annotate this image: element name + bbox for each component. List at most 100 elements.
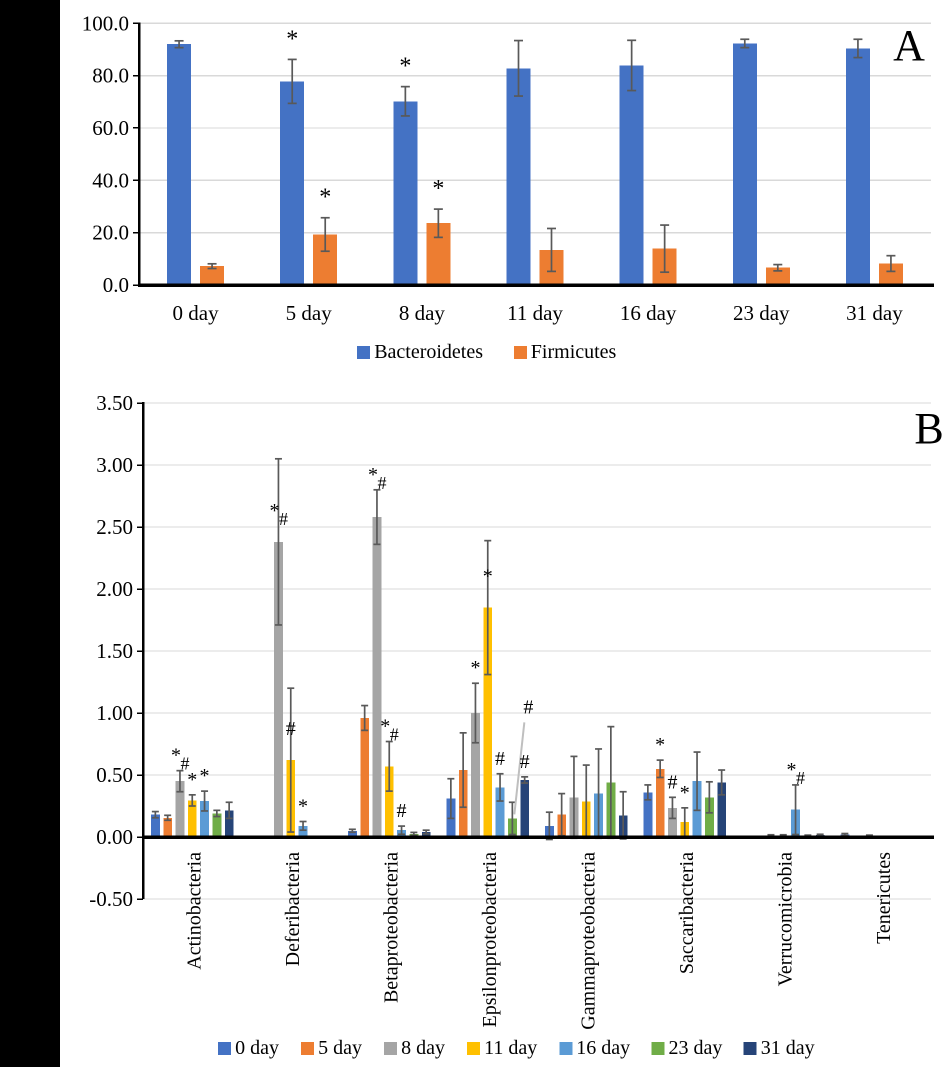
bar-Firmicutes [765, 267, 790, 285]
y-tick-label: -0.50 [89, 887, 133, 911]
bar-Firmicutes [200, 266, 225, 285]
y-tick-label: 1.00 [96, 701, 133, 725]
chart-b-minor-phyla: -0.500.000.501.001.502.002.503.003.50** #… [89, 391, 943, 1059]
bar-5-day [163, 817, 173, 837]
significance-annotation: # [279, 509, 288, 529]
x-category-label: Verrucomicrobia [774, 852, 796, 987]
significance-annotation: * [432, 176, 444, 202]
significance-annotation: # [286, 718, 296, 740]
significance-annotation: # [377, 473, 386, 493]
y-tick-label: 0.0 [103, 273, 129, 297]
bar-31-day [717, 782, 727, 837]
significance-annotation: # [180, 754, 189, 774]
bar-0-day [643, 792, 653, 837]
x-category-label: 23 day [733, 301, 790, 325]
significance-annotation: # [523, 696, 533, 718]
bar-11-day [187, 800, 197, 837]
bar-0-day [347, 830, 357, 837]
y-tick-label: 3.50 [96, 391, 133, 415]
significance-annotation: # [667, 771, 677, 793]
bar-11-day [483, 607, 493, 837]
legend-swatch [357, 346, 371, 359]
y-tick-label: 3.00 [96, 453, 133, 477]
significance-annotation: * [368, 464, 378, 486]
bar-Bacteroidetes [732, 43, 757, 286]
x-category-label: 0 day [173, 301, 220, 325]
panel-letter: A [893, 21, 925, 70]
x-category-label: 11 day [507, 301, 563, 325]
legend-label: 5 day [318, 1037, 362, 1059]
x-category-label: 8 day [399, 301, 446, 325]
legend-label: 0 day [235, 1037, 279, 1059]
y-tick-label: 0.00 [96, 825, 133, 849]
y-tick-label: 0.50 [96, 763, 133, 787]
y-tick-label: 1.50 [96, 639, 133, 663]
legend-swatch [513, 346, 527, 359]
x-category-label: 16 day [620, 301, 677, 325]
x-category-label: 31 day [846, 301, 903, 325]
y-tick-label: 60.0 [92, 116, 129, 140]
legend-label: 8 day [401, 1037, 445, 1059]
legend-label: Bacteroidetes [374, 341, 483, 363]
bar-23-day [704, 797, 714, 837]
chart-a-bacteroidetes-firmicutes: 0.0 20.0 40.0 60.0 80.0 100.0 * * * * 0 day 5 day 8 … [82, 11, 934, 363]
significance-annotation: * [787, 759, 797, 781]
bar-Bacteroidetes [280, 81, 305, 285]
bar-8-day [471, 713, 480, 837]
legend-swatch [218, 1042, 232, 1055]
significance-annotation: # [520, 751, 530, 773]
bar-Bacteroidetes [506, 68, 531, 285]
y-tick-label: 2.50 [96, 515, 133, 539]
bar-Firmicutes [878, 263, 903, 285]
significance-annotation: # [397, 800, 407, 822]
significance-annotation: # [495, 748, 505, 770]
bar-Bacteroidetes [167, 44, 192, 286]
significance-annotation: * [187, 769, 197, 791]
panel-a: 0.0 20.0 40.0 60.0 80.0 100.0 * * * * 0 day 5 day 8 … [60, 0, 952, 375]
y-tick-label: 80.0 [92, 64, 129, 88]
legend-label: 23 day [669, 1037, 723, 1059]
y-tick-label: 100.0 [82, 11, 129, 35]
significance-annotation: * [269, 500, 279, 522]
legend-label: 11 day [484, 1037, 537, 1059]
legend-label: 31 day [761, 1037, 815, 1059]
significance-annotation: * [319, 185, 331, 211]
bar-31-day [224, 810, 234, 837]
bar-16-day [495, 787, 505, 837]
bar-5-day [360, 717, 370, 837]
bar-23-day [212, 813, 222, 837]
significance-annotation: # [796, 768, 805, 788]
bar-8-day [175, 781, 185, 837]
significance-annotation: * [680, 782, 690, 804]
legend-swatch [743, 1042, 757, 1055]
legend-swatch [301, 1042, 315, 1055]
significance-annotation: * [483, 566, 493, 588]
left-black-bar [0, 0, 60, 1067]
significance-annotation: # [390, 725, 399, 745]
bar-11-day [384, 766, 394, 837]
x-category-label: Saccaribacteria [676, 852, 698, 974]
legend-swatch [467, 1042, 481, 1055]
legend-label: Firmicutes [531, 341, 617, 363]
x-category-label: Epsilonproteobacteria [479, 852, 501, 1028]
bar-5-day [655, 768, 665, 837]
legend-swatch [651, 1042, 665, 1055]
significance-annotation: * [399, 54, 411, 80]
y-tick-label: 2.00 [96, 577, 133, 601]
x-category-label: Tenericutes [873, 852, 895, 944]
x-category-label: Betaproteobacteria [380, 852, 402, 1003]
significance-annotation: * [200, 765, 210, 787]
legend-label: 16 day [576, 1037, 630, 1059]
x-category-label: Actinobacteria [183, 852, 205, 970]
panel-b: -0.50 0.00 0.50 1.00 1.50 2.00 2.50 3.00 3.50 * * #… [60, 375, 952, 1075]
panel-letter: B [914, 404, 943, 453]
bar-8-day [668, 807, 677, 837]
x-category-label: Gammaproteobacteria [577, 852, 599, 1030]
bar-8-day [274, 541, 283, 837]
bar-31-day [520, 779, 530, 837]
x-category-label: 5 day [286, 301, 333, 325]
significance-annotation: * [286, 26, 298, 52]
annotation-leader-line [513, 722, 526, 815]
significance-annotation: * [171, 745, 181, 767]
